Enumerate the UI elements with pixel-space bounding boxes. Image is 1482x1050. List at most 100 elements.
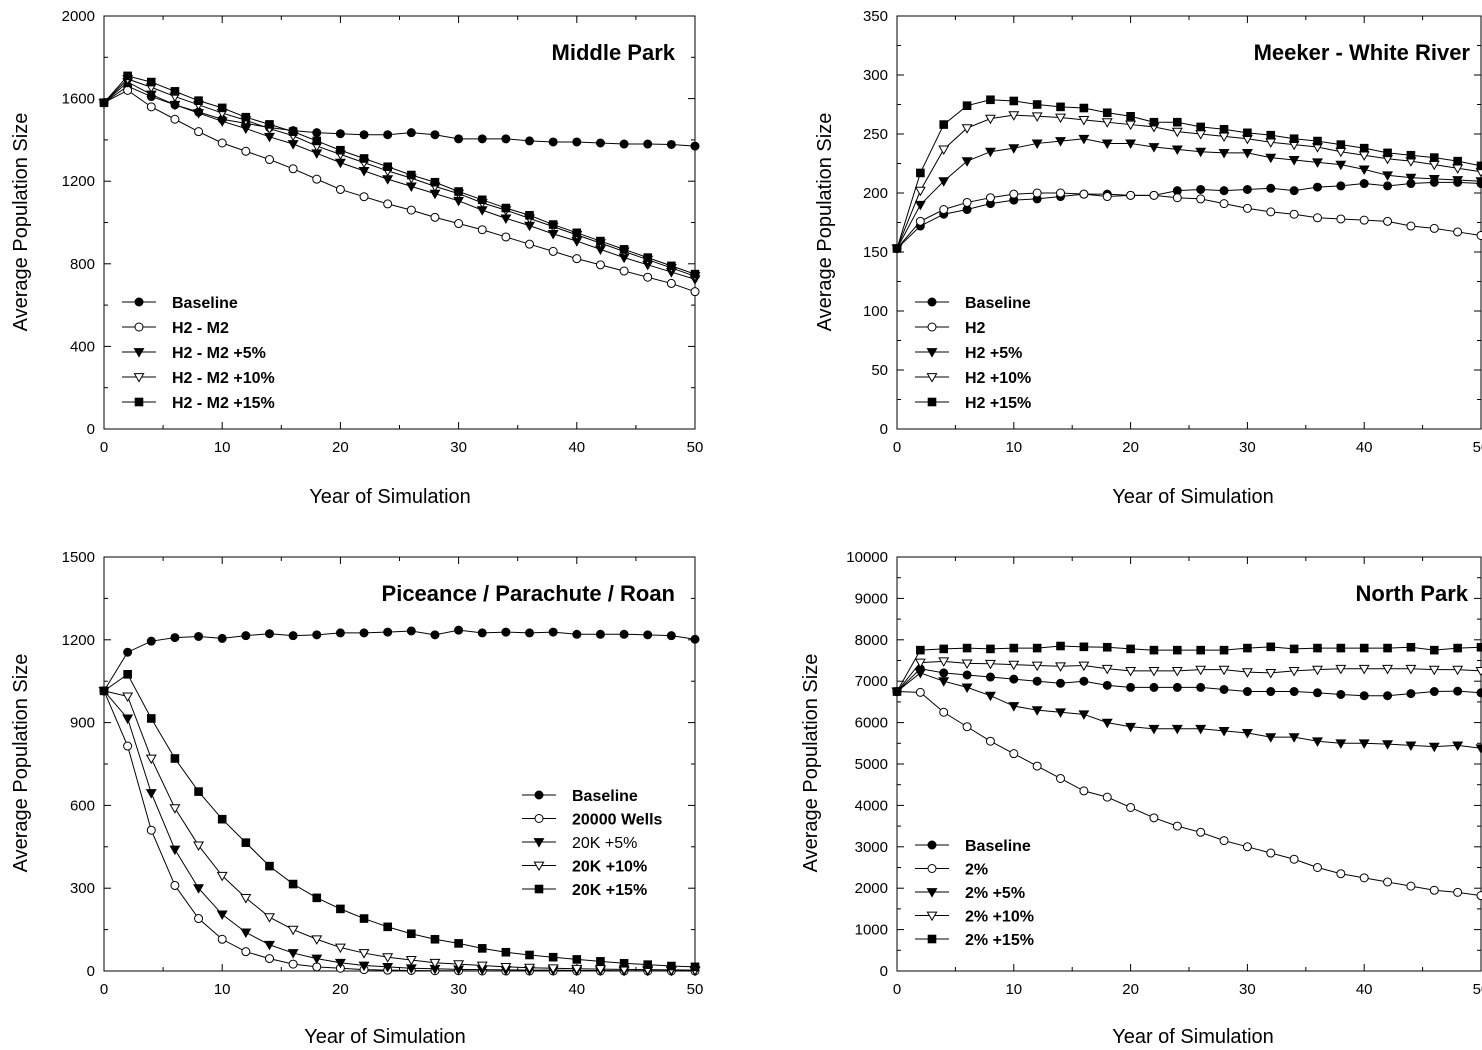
x-tick-label: 30 <box>450 981 467 998</box>
data-point <box>477 628 487 638</box>
data-point <box>1032 188 1042 198</box>
data-point <box>241 112 251 122</box>
data-point <box>1406 689 1416 699</box>
series-5 <box>892 95 1482 253</box>
data-point <box>1196 645 1205 655</box>
data-point <box>194 914 204 924</box>
data-point <box>594 965 606 975</box>
data-point <box>1312 213 1322 223</box>
data-point <box>453 960 465 970</box>
data-point <box>1102 108 1112 118</box>
y-tick-label: 4000 <box>855 797 888 814</box>
data-point <box>962 670 972 680</box>
y-tick-label: 1200 <box>62 173 95 190</box>
data-point <box>264 954 274 964</box>
data-point <box>501 627 511 637</box>
data-point <box>1336 869 1346 879</box>
legend-marker <box>926 911 938 922</box>
data-point <box>123 741 133 751</box>
legend-item: H2 +10% <box>915 370 1031 387</box>
data-point <box>264 913 275 923</box>
data-point <box>383 627 393 637</box>
data-point <box>240 928 252 938</box>
data-point <box>1406 221 1416 231</box>
data-point <box>265 861 274 871</box>
data-point <box>643 139 653 149</box>
legend-item: H2 - M2 +15% <box>122 395 275 412</box>
data-point <box>312 136 322 146</box>
data-point <box>454 187 463 196</box>
data-point <box>1312 863 1322 872</box>
data-point <box>454 134 464 144</box>
data-point <box>1079 786 1089 796</box>
data-point <box>1241 668 1253 678</box>
data-point <box>477 195 487 205</box>
legend-label: H2 +15% <box>965 395 1031 412</box>
data-point <box>146 636 156 646</box>
data-point <box>1055 662 1066 672</box>
data-point <box>288 959 298 969</box>
x-tick-label: 40 <box>1356 981 1373 998</box>
series-5 <box>99 670 700 972</box>
x-tick-label: 10 <box>1005 439 1022 456</box>
series-2 <box>99 686 700 976</box>
data-point <box>1359 691 1369 701</box>
data-point <box>1452 665 1464 676</box>
data-point <box>312 630 322 640</box>
data-point <box>595 260 605 270</box>
data-point <box>1102 792 1112 802</box>
data-point <box>986 95 995 105</box>
data-point <box>667 961 676 971</box>
data-point <box>1101 664 1113 675</box>
data-point <box>619 958 629 968</box>
data-point <box>1196 194 1206 204</box>
data-point <box>430 630 440 640</box>
data-point <box>939 668 949 678</box>
y-tick-label: 350 <box>863 8 888 25</box>
data-point <box>1266 207 1276 217</box>
data-point <box>595 629 605 639</box>
data-point <box>194 96 203 105</box>
data-point <box>454 219 464 229</box>
data-point <box>548 627 558 637</box>
legend-item: H2 +5% <box>915 345 1022 362</box>
data-point <box>548 952 558 962</box>
data-point <box>1148 143 1160 153</box>
legend-label: 2% +15% <box>965 932 1034 949</box>
legend-label: Baseline <box>965 295 1031 312</box>
data-point <box>312 893 322 903</box>
data-point <box>914 186 926 197</box>
data-point <box>1149 813 1159 823</box>
data-point <box>1453 643 1462 653</box>
data-point <box>1173 117 1182 127</box>
data-point <box>194 631 204 641</box>
data-point <box>571 964 583 975</box>
data-point <box>122 692 134 702</box>
data-point <box>525 628 535 638</box>
data-point <box>961 659 973 670</box>
legend-item: 20000 Wells <box>522 812 663 829</box>
data-point <box>1453 156 1462 166</box>
x-tick-label: 50 <box>687 981 704 998</box>
data-point <box>961 157 973 167</box>
data-point <box>985 672 995 682</box>
data-point <box>984 114 996 125</box>
data-point <box>1101 118 1113 128</box>
x-tick-label: 0 <box>893 439 901 456</box>
data-point <box>962 101 972 110</box>
legend-marker <box>133 373 145 383</box>
data-point <box>430 212 440 222</box>
data-point <box>596 957 605 966</box>
data-point <box>217 934 227 944</box>
data-point <box>1171 127 1183 138</box>
data-point <box>961 683 973 694</box>
x-tick-label: 10 <box>1005 981 1022 998</box>
x-axis-label: Year of Simulation <box>309 486 471 508</box>
data-point <box>1079 676 1089 686</box>
data-point <box>1009 96 1019 106</box>
data-point <box>1056 102 1065 112</box>
x-tick-label: 40 <box>568 981 585 998</box>
data-point <box>1383 691 1393 701</box>
data-point <box>1476 688 1482 698</box>
